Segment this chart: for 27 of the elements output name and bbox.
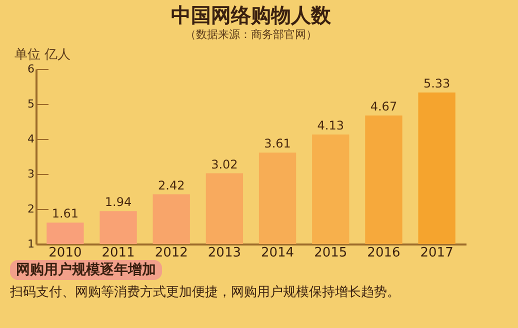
y-tick-label: 5: [28, 98, 34, 110]
x-tick-label: 2017: [420, 246, 454, 260]
text: 扫码支付、网购等消费方式更加便捷，网购用户规模保持增长趋势。: [10, 284, 401, 301]
y-tick-label: 3: [28, 168, 34, 180]
x-tick-label: 2013: [208, 246, 242, 260]
data-label: 5.33: [423, 76, 450, 90]
data-label: 2.42: [158, 178, 185, 192]
x-tick-label: 2011: [102, 246, 135, 260]
x-tick-label: 2015: [314, 246, 348, 260]
data-label: 4.13: [317, 118, 344, 132]
text: 网购用户规模逐年增加: [10, 260, 162, 280]
data-label: 4.67: [370, 100, 398, 114]
data-label: 1.61: [52, 206, 79, 221]
data-label: 1.94: [104, 195, 132, 210]
y-tick-label: 1: [28, 238, 34, 250]
data-label: 3.61: [264, 136, 291, 151]
chart-title: 中国网络购物人数: [171, 3, 332, 27]
y-axis-title: 单位 亿人: [14, 48, 71, 62]
x-tick-label: 2010: [48, 246, 82, 260]
y-tick-label: 4: [28, 132, 34, 146]
y-tick-label: 2: [28, 202, 34, 216]
chart-subtitle: （数据来源：商务部官网）: [185, 28, 317, 41]
x-tick-label: 2014: [260, 246, 294, 260]
data-label: 3.02: [211, 157, 238, 172]
y-tick-label: 6: [28, 62, 34, 76]
x-tick-label: 2016: [367, 246, 400, 260]
x-tick-label: 2012: [154, 246, 188, 260]
